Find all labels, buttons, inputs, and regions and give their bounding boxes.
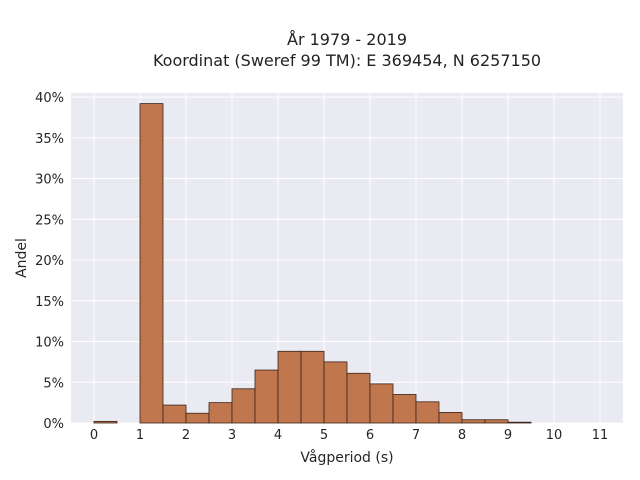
- histogram-bar: [277, 350, 302, 424]
- histogram-bar: [346, 372, 371, 424]
- x-tick-label: 0: [90, 428, 98, 443]
- y-tick-label: 35%: [35, 132, 64, 147]
- x-tick-label: 1: [136, 428, 144, 443]
- y-tick-label: 0%: [43, 417, 64, 432]
- grid-lines: [71, 93, 623, 424]
- histogram-bar: [254, 369, 279, 424]
- x-tick-label: 7: [412, 428, 420, 443]
- x-tick-label: 9: [504, 428, 512, 443]
- x-tick-label: 8: [458, 428, 466, 443]
- chart-title-line-1: År 1979 - 2019: [287, 30, 407, 49]
- histogram-bar: [507, 421, 532, 424]
- x-axis-label: Vågperiod (s): [300, 449, 393, 466]
- histogram-bar: [231, 388, 256, 424]
- x-tick-label: 11: [592, 428, 609, 443]
- x-tick-label: 10: [546, 428, 563, 443]
- y-tick-label: 25%: [35, 213, 64, 228]
- histogram-bar: [162, 404, 187, 424]
- y-tick-label: 30%: [35, 173, 64, 188]
- histogram-bar: [139, 103, 164, 424]
- histogram-bar: [392, 394, 417, 424]
- histogram-bar: [300, 350, 325, 424]
- x-tick-label: 4: [274, 428, 282, 443]
- histogram-bar: [461, 419, 486, 424]
- y-tick-label: 40%: [35, 91, 64, 106]
- histogram-bar: [415, 401, 440, 424]
- chart-title-line-2: Koordinat (Sweref 99 TM): E 369454, N 62…: [153, 51, 541, 70]
- y-tick-label: 15%: [35, 295, 64, 310]
- y-tick-label: 5%: [43, 376, 64, 391]
- bars: [93, 103, 532, 424]
- y-axis-ticks: 0% 5% 10% 15% 20% 25% 30% 35% 40%: [35, 91, 64, 432]
- x-tick-label: 2: [182, 428, 190, 443]
- y-tick-label: 20%: [35, 254, 64, 269]
- histogram-bar: [484, 419, 509, 424]
- histogram-bar: [438, 412, 463, 424]
- histogram-bar: [369, 383, 394, 424]
- y-tick-label: 10%: [35, 336, 64, 351]
- x-axis-ticks: 0 1 2 3 4 5 6 7 8 9 10 11: [90, 428, 608, 443]
- x-tick-label: 5: [320, 428, 328, 443]
- x-tick-label: 3: [228, 428, 236, 443]
- y-axis-label: Andel: [14, 238, 30, 278]
- histogram-bar: [93, 420, 118, 424]
- x-tick-label: 6: [366, 428, 374, 443]
- histogram-bar: [208, 402, 233, 424]
- histogram-bar: [323, 361, 348, 424]
- histogram-bar: [185, 412, 210, 424]
